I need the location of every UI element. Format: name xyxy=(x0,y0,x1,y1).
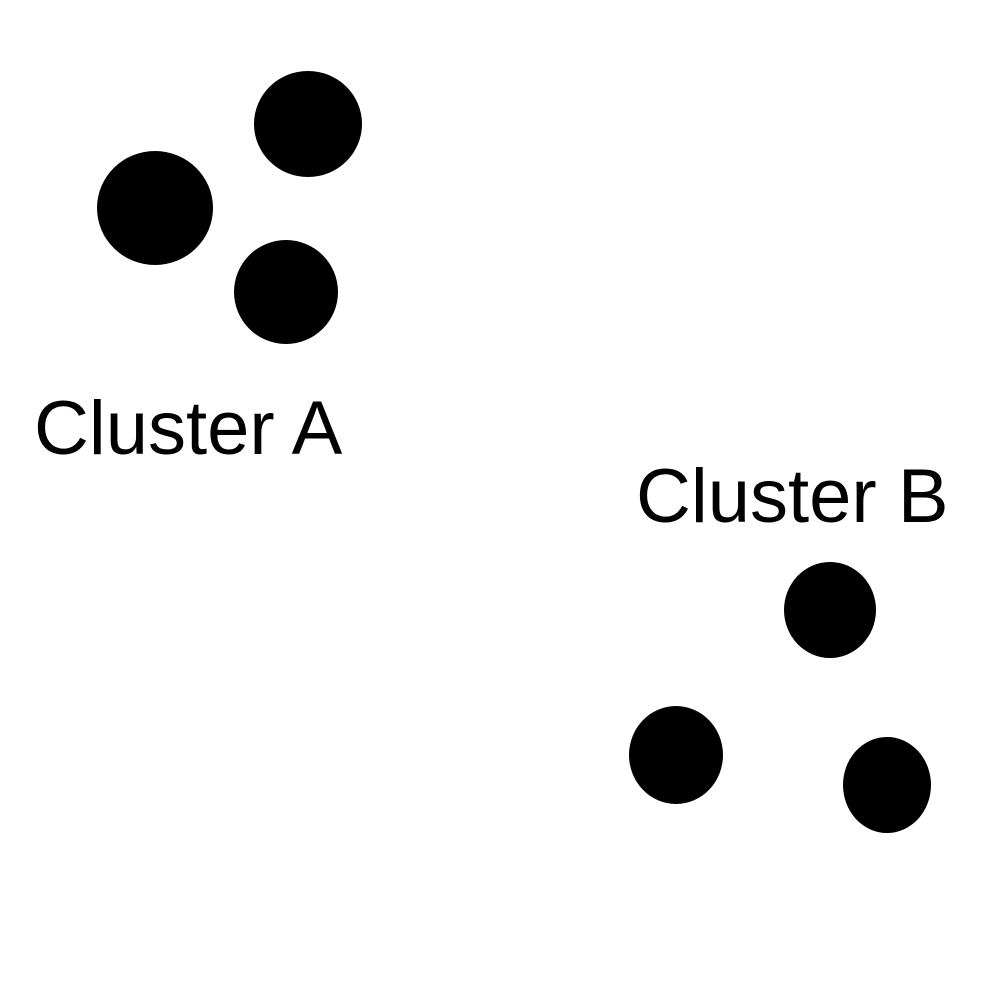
cluster-b-dot xyxy=(629,706,723,804)
cluster-a-dot xyxy=(97,151,213,265)
cluster-b-dot xyxy=(843,737,931,833)
cluster-a: Cluster A xyxy=(34,71,362,471)
cluster-a-dot xyxy=(234,240,338,344)
cluster-a-label: Cluster A xyxy=(34,386,343,471)
cluster-b-dot xyxy=(784,562,876,658)
cluster-a-dot xyxy=(254,71,362,177)
cluster-b-label: Cluster B xyxy=(636,454,949,539)
cluster-b: Cluster B xyxy=(629,454,949,833)
